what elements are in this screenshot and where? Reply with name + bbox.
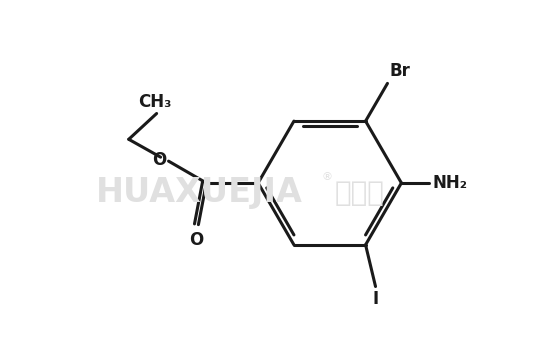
Text: O: O — [152, 151, 166, 169]
Text: O: O — [189, 231, 203, 248]
Text: Br: Br — [389, 62, 410, 80]
Text: ®: ® — [322, 172, 333, 182]
Text: NH₂: NH₂ — [432, 174, 467, 192]
Text: I: I — [372, 290, 379, 308]
Text: 化学加: 化学加 — [335, 179, 385, 207]
Text: HUAXUEJIA: HUAXUEJIA — [96, 176, 303, 209]
Text: CH₃: CH₃ — [138, 93, 171, 110]
